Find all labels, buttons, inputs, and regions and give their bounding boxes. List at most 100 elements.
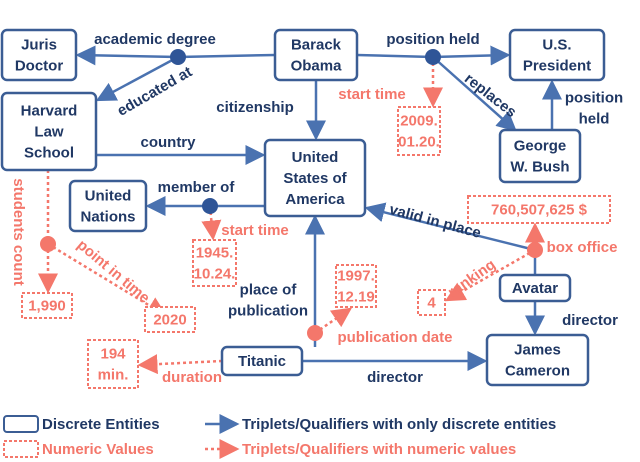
- edge: [177, 53, 276, 59]
- entity-box: [263, 138, 367, 218]
- numeric-edge: [444, 248, 536, 302]
- entity-label: United: [292, 149, 339, 166]
- entity-label: George: [514, 137, 567, 154]
- edge: [95, 55, 179, 102]
- entity-box: [0, 91, 98, 172]
- relation-label: member of: [158, 179, 236, 196]
- numeric-relation-label: start time: [338, 86, 406, 103]
- numeric-label: 10.24.: [194, 265, 236, 282]
- entity-label: Harvard: [21, 102, 78, 119]
- numeric-label: 760,507,625 $: [491, 201, 588, 218]
- numeric-relation-label-group: start time: [338, 86, 406, 103]
- entity-label-group: George W. Bush: [510, 137, 569, 175]
- numeric-edge: [137, 354, 223, 375]
- numeric-label: 2009.: [400, 112, 438, 129]
- legend-label: Numeric Values: [42, 441, 154, 458]
- entity-box: [273, 28, 359, 82]
- entity-label: Law: [34, 123, 64, 140]
- entity-box: [485, 333, 590, 387]
- entity-label: Cameron: [505, 362, 570, 379]
- numeric-relation-label-group: ranking: [445, 256, 499, 301]
- entity-label-group: Titanic: [238, 353, 286, 370]
- qualifier-node: [40, 236, 56, 252]
- entity-box: [68, 179, 148, 233]
- edge: [356, 53, 434, 59]
- relation-label-group: citizenship: [216, 99, 294, 116]
- numeric-edge: [201, 205, 222, 241]
- relation-label: country: [140, 134, 196, 151]
- entity-label-group: James Cameron: [505, 341, 570, 379]
- edge: [432, 56, 517, 132]
- numeric-box: [192, 239, 237, 287]
- entity-box: [0, 28, 78, 82]
- numeric-label: 1,990: [28, 297, 66, 314]
- relation-label-group: academic degree: [94, 31, 216, 48]
- entity-label: Obama: [291, 57, 343, 74]
- numeric-label-group: 760,507,625 $: [491, 201, 588, 218]
- entity-label: James: [514, 341, 561, 358]
- relation-label-group: position held: [565, 89, 623, 127]
- entity-label: United: [85, 187, 132, 204]
- numeric-label: 1997.: [337, 267, 375, 284]
- numeric-edge: [47, 242, 168, 317]
- numeric-relation-label-group: point in time: [74, 236, 153, 306]
- numeric-relation-label: students count: [10, 178, 27, 286]
- numeric-relation-label-group: start time: [221, 222, 289, 239]
- numeric-box: [397, 106, 441, 156]
- legend-label: Triplets/Qualifiers with numeric values: [242, 441, 516, 458]
- numeric-label: min.: [98, 366, 129, 383]
- numeric-relation-label: point in time: [74, 236, 153, 306]
- numeric-relation-label-group: box office: [547, 239, 618, 256]
- relation-label-group: director: [562, 312, 618, 329]
- entity-label: Titanic: [238, 353, 286, 370]
- relation-label-group: country: [140, 134, 196, 151]
- legend-label: Discrete Entities: [42, 416, 160, 433]
- entity-box: [220, 345, 304, 377]
- entity-label: America: [285, 191, 345, 208]
- numeric-relation-label-group: students count: [10, 178, 27, 286]
- relation-label: academic degree: [94, 31, 216, 48]
- numeric-label-group: 2020: [153, 311, 186, 328]
- entity-label: States of: [283, 170, 347, 187]
- numeric-box: [417, 289, 446, 316]
- numeric-box: [144, 306, 196, 333]
- entity-label-group: United States of America: [283, 149, 347, 208]
- relation-label: director: [367, 369, 423, 386]
- entity-label: Juris: [21, 36, 57, 53]
- numeric-relation-label-group: duration: [162, 369, 222, 386]
- numeric-relation-label-group: publication date: [337, 329, 452, 346]
- numeric-relation-label: start time: [221, 222, 289, 239]
- numeric-relation-label: duration: [162, 369, 222, 386]
- entity-label: Nations: [80, 208, 135, 225]
- entity-label-group: Avatar: [512, 280, 558, 297]
- entity-box: [508, 28, 606, 82]
- numeric-label: 12.19: [337, 288, 375, 305]
- entity-label: School: [24, 144, 74, 161]
- entity-label: W. Bush: [510, 158, 569, 175]
- numeric-label-group: 1945. 10.24.: [194, 244, 236, 282]
- numeric-label: 194: [100, 345, 126, 362]
- relation-label: position held: [386, 31, 479, 48]
- relation-label: citizenship: [216, 99, 294, 116]
- numeric-label: 1945.: [196, 244, 234, 261]
- relation-label: publication: [228, 302, 308, 319]
- entity-label: Avatar: [512, 280, 558, 297]
- entity-label-group: Juris Doctor: [15, 36, 63, 74]
- relation-label-group: educated at: [114, 63, 195, 119]
- relation-label: director: [562, 312, 618, 329]
- entity-label: Barack: [291, 36, 342, 53]
- numeric-relation-label: publication date: [337, 329, 452, 346]
- numeric-label-group: 2009. 01.20.: [398, 112, 440, 150]
- numeric-box: [21, 292, 73, 319]
- numeric-label-group: 194 min.: [98, 345, 129, 383]
- edge: [364, 202, 536, 252]
- qualifier-node: [425, 49, 441, 65]
- legend-entity-icon: [3, 415, 39, 433]
- entity-label: President: [523, 57, 591, 74]
- entity-box: [498, 273, 572, 303]
- edge: [75, 45, 179, 66]
- numeric-relation-label: box office: [547, 239, 618, 256]
- numeric-label: 4: [427, 294, 436, 311]
- numeric-label-group: 1,990: [28, 297, 66, 314]
